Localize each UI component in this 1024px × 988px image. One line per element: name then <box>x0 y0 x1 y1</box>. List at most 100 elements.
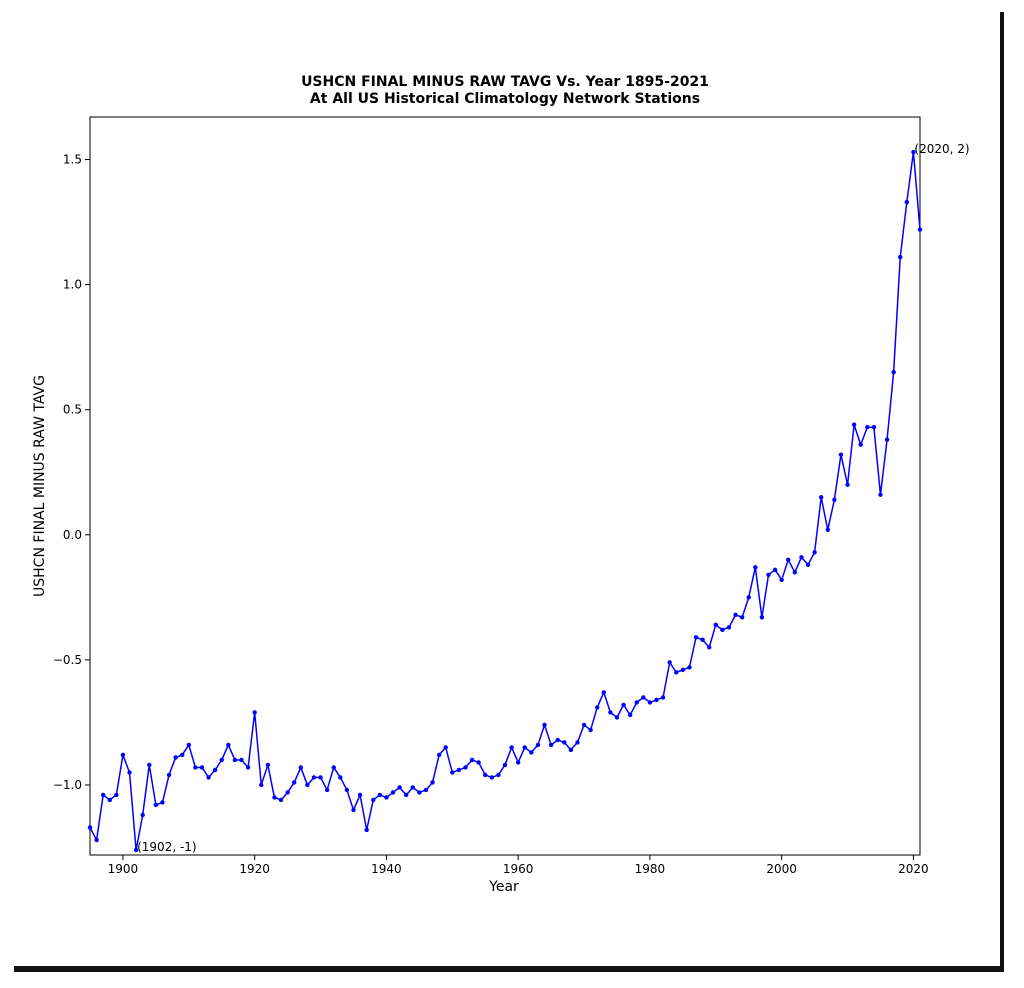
chart-title: USHCN FINAL MINUS RAW TAVG Vs. Year 1895… <box>301 74 709 90</box>
data-point <box>114 792 119 798</box>
data-point <box>212 767 218 773</box>
data-point <box>351 807 356 813</box>
data-point <box>305 782 310 788</box>
data-point <box>423 787 429 793</box>
data-point <box>403 792 409 798</box>
annotation-label: (1902, -1) <box>137 840 197 854</box>
data-point <box>575 740 580 745</box>
x-tick-label: 2000 <box>766 862 797 876</box>
data-point <box>581 722 587 728</box>
data-point <box>219 757 224 763</box>
data-point <box>94 837 99 843</box>
data-point <box>100 792 106 798</box>
data-point <box>186 742 192 748</box>
data-point <box>601 690 607 695</box>
data-point <box>621 702 626 708</box>
data-point <box>87 825 93 830</box>
data-point <box>700 637 705 643</box>
data-point <box>535 742 541 748</box>
data-point <box>509 745 514 750</box>
data-point <box>456 767 462 773</box>
data-point <box>318 775 323 780</box>
data-point <box>805 562 811 568</box>
data-point <box>515 760 521 765</box>
data-point <box>390 790 396 795</box>
data-point <box>377 792 383 798</box>
data-point <box>338 775 343 780</box>
data-point <box>595 705 600 710</box>
data-point <box>641 695 646 700</box>
data-point <box>614 715 620 720</box>
data-point <box>344 787 350 793</box>
data-point <box>542 722 547 728</box>
data-point <box>792 570 798 575</box>
data-point <box>364 827 369 833</box>
data-point <box>845 482 850 487</box>
data-point <box>654 697 659 703</box>
data-point <box>865 425 870 430</box>
data-point <box>199 765 205 770</box>
data-point <box>634 700 639 705</box>
data-point <box>562 740 567 745</box>
x-tick-label: 1960 <box>503 862 534 876</box>
data-point <box>153 802 159 808</box>
data-point <box>647 700 653 705</box>
data-point <box>147 762 152 768</box>
data-point <box>450 770 455 775</box>
y-axis: −1.0 −0.5 0.0 0.5 1.0 1.5 <box>53 153 90 792</box>
data-point <box>292 780 297 785</box>
annotation-label: (2020, 2) <box>914 142 969 156</box>
data-point <box>766 572 771 578</box>
data-point <box>226 742 231 748</box>
data-point <box>753 565 758 570</box>
chart-subtitle: At All US Historical Climatology Network… <box>309 91 701 107</box>
data-point <box>166 772 172 778</box>
data-point <box>707 645 712 650</box>
y-tick-label: 0.0 <box>63 528 82 542</box>
data-point <box>904 199 910 205</box>
x-axis: 1900 1920 1940 1960 1980 2000 2020 <box>108 855 929 876</box>
data-point <box>502 762 508 768</box>
data-point <box>693 635 699 640</box>
data-point <box>245 765 251 770</box>
data-point <box>529 750 534 755</box>
plot-area <box>89 116 921 856</box>
y-tick-label: 1.5 <box>63 153 82 167</box>
data-point <box>898 254 903 260</box>
data-point <box>825 527 830 532</box>
data-point <box>443 745 448 750</box>
data-point <box>812 550 817 555</box>
data-point <box>884 437 890 442</box>
data-point <box>397 785 402 790</box>
data-point <box>759 615 765 620</box>
data-point <box>818 495 824 500</box>
data-point <box>160 800 165 805</box>
x-tick-label: 1920 <box>239 862 270 876</box>
y-tick-label: 1.0 <box>63 278 82 292</box>
data-point <box>469 757 475 763</box>
data-point <box>206 775 211 780</box>
data-point <box>436 752 442 758</box>
data-point <box>687 665 692 670</box>
data-point <box>285 790 290 795</box>
data-point <box>917 227 923 232</box>
x-tick-label: 1900 <box>108 862 139 876</box>
data-point <box>911 149 916 155</box>
data-point <box>357 792 363 798</box>
data-point <box>660 695 666 700</box>
data-point <box>548 742 554 748</box>
y-tick-label: −1.0 <box>53 778 82 792</box>
x-axis-label: Year <box>488 879 519 895</box>
data-point <box>739 615 745 620</box>
data-point <box>193 765 198 770</box>
data-point <box>891 369 896 375</box>
y-tick-label: −0.5 <box>53 653 82 667</box>
data-point <box>140 812 145 818</box>
data-point <box>173 755 178 760</box>
data-point <box>627 712 633 718</box>
data-point <box>232 757 238 763</box>
data-point <box>608 710 613 715</box>
data-point <box>674 670 679 675</box>
data-point <box>878 492 883 497</box>
